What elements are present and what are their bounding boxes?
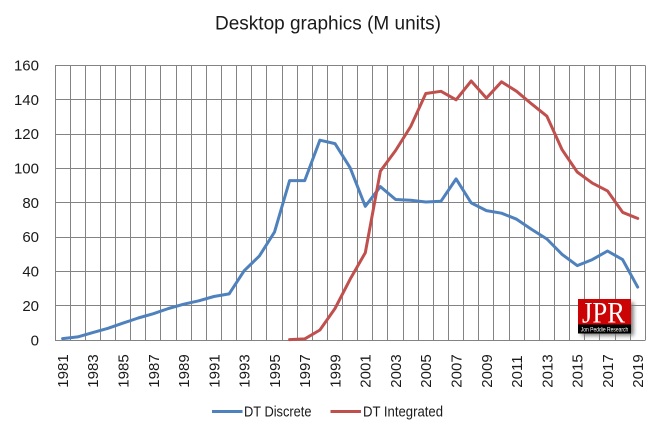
svg-text:100: 100	[14, 161, 39, 178]
svg-text:20: 20	[22, 298, 39, 315]
svg-text:DT Integrated: DT Integrated	[363, 403, 443, 420]
svg-text:Desktop graphics (M units): Desktop graphics (M units)	[215, 14, 441, 35]
svg-text:DT Discrete: DT Discrete	[244, 403, 312, 420]
svg-text:1997: 1997	[297, 354, 314, 387]
svg-text:1991: 1991	[206, 354, 223, 387]
svg-text:1995: 1995	[267, 354, 284, 387]
svg-text:1999: 1999	[327, 354, 344, 387]
svg-text:140: 140	[14, 92, 39, 109]
svg-text:120: 120	[14, 126, 39, 143]
svg-text:1989: 1989	[176, 354, 193, 387]
svg-text:1983: 1983	[85, 354, 102, 387]
svg-text:0: 0	[31, 332, 39, 349]
svg-text:JPR: JPR	[582, 297, 625, 330]
svg-text:2019: 2019	[630, 354, 647, 387]
svg-text:1985: 1985	[116, 354, 133, 387]
svg-text:Jon Peddie Research: Jon Peddie Research	[581, 327, 629, 334]
svg-text:160: 160	[14, 58, 39, 75]
svg-text:2017: 2017	[600, 354, 617, 387]
svg-text:60: 60	[22, 229, 39, 246]
svg-text:2001: 2001	[358, 354, 375, 387]
svg-text:40: 40	[22, 264, 39, 281]
svg-text:2015: 2015	[570, 354, 587, 387]
svg-text:2011: 2011	[509, 355, 526, 387]
svg-text:80: 80	[22, 195, 39, 212]
svg-text:2009: 2009	[479, 354, 496, 387]
svg-text:2013: 2013	[539, 354, 556, 387]
svg-text:2007: 2007	[449, 354, 466, 387]
svg-text:2005: 2005	[418, 354, 435, 387]
svg-text:2003: 2003	[388, 354, 405, 387]
svg-text:1987: 1987	[146, 354, 163, 387]
svg-text:1993: 1993	[237, 354, 254, 387]
svg-text:1981: 1981	[55, 354, 72, 387]
